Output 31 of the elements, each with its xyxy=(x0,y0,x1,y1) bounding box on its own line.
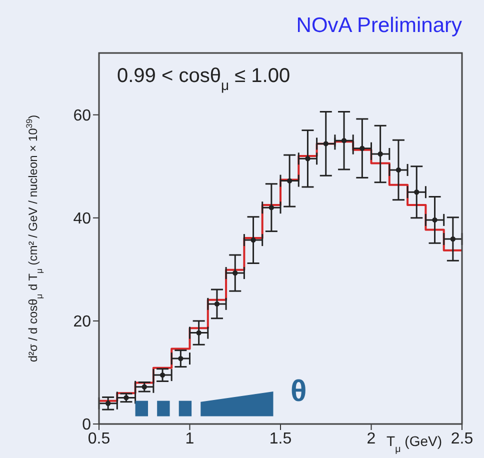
point xyxy=(196,330,202,336)
point xyxy=(232,270,238,276)
point xyxy=(214,301,220,307)
point xyxy=(360,146,365,151)
point xyxy=(105,400,111,406)
y-tick-label: 60 xyxy=(73,108,92,125)
point xyxy=(142,384,147,390)
annotation: θ xyxy=(290,374,307,408)
point xyxy=(450,236,456,242)
point xyxy=(160,372,166,378)
point xyxy=(323,141,328,146)
point xyxy=(305,156,310,162)
point xyxy=(268,204,274,210)
x-tick-label: 2.5 xyxy=(450,430,474,448)
x-axis-title: T$_{μ}$ (GeV) xyxy=(386,433,442,454)
point xyxy=(286,178,292,184)
point xyxy=(178,356,184,362)
x-tick-label: 2 xyxy=(366,430,376,448)
annotation: 0.99 < cosθ$_{μ}$ ≤ 1.00 xyxy=(117,65,290,93)
point xyxy=(414,190,420,195)
chart-title: NOvA Preliminary xyxy=(296,14,462,37)
point xyxy=(396,167,402,173)
y-tick-label: 20 xyxy=(73,314,92,331)
x-tick-label: 1 xyxy=(185,430,194,448)
y-tick-label: 40 xyxy=(73,210,92,228)
point xyxy=(432,217,438,223)
point xyxy=(341,138,347,144)
x-tick-label: 1.5 xyxy=(269,430,292,448)
angle-diagram: θ xyxy=(135,374,307,416)
point xyxy=(250,237,256,243)
point xyxy=(378,151,383,157)
